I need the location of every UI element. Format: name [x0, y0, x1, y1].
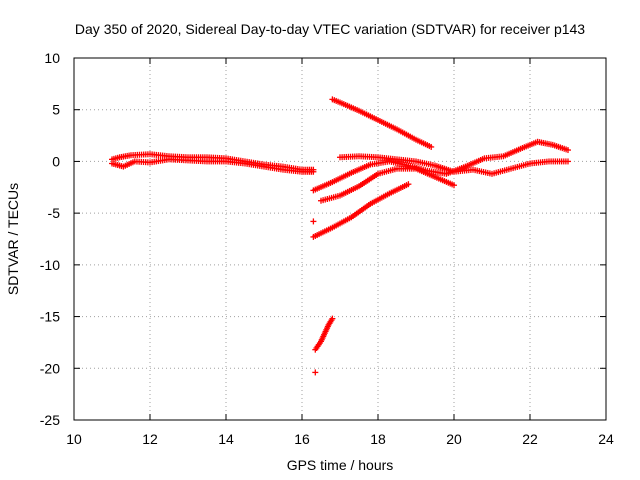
y-tick-label: -20 — [40, 360, 60, 376]
data-point — [310, 168, 317, 175]
data-point — [428, 143, 435, 150]
chart-title: Day 350 of 2020, Sidereal Day-to-day VTE… — [75, 21, 585, 37]
x-tick-label: 14 — [218, 431, 234, 447]
data-point — [565, 147, 571, 154]
x-axis-ticks: 10 12 14 16 18 20 22 24 — [66, 58, 614, 447]
data-point — [405, 181, 412, 188]
plot-frame — [73, 57, 607, 421]
data-point — [565, 158, 571, 165]
y-tick-label: -15 — [40, 309, 60, 325]
y-tick-label: -25 — [40, 412, 60, 428]
y-axis-label: SDTVAR / TECUs — [5, 183, 21, 295]
data-point — [312, 369, 319, 376]
x-tick-label: 16 — [294, 431, 310, 447]
x-tick-label: 10 — [66, 431, 82, 447]
y-tick-label: 0 — [52, 153, 60, 169]
y-tick-label: -5 — [48, 205, 61, 221]
y-axis-ticks: 10 5 0 -5 -10 -15 -20 -25 — [40, 50, 606, 428]
y-tick-label: -10 — [40, 257, 60, 273]
data-points — [109, 96, 571, 376]
y-tick-label: 5 — [52, 102, 60, 118]
data-point — [451, 182, 457, 189]
x-tick-label: 22 — [522, 431, 538, 447]
grid — [74, 58, 606, 420]
data-point — [329, 315, 336, 322]
x-tick-label: 12 — [142, 431, 158, 447]
y-tick-label: 10 — [44, 50, 60, 66]
x-tick-label: 20 — [446, 431, 462, 447]
x-tick-label: 24 — [598, 431, 614, 447]
x-axis-label: GPS time / hours — [287, 457, 394, 473]
x-tick-label: 18 — [370, 431, 386, 447]
data-point — [310, 218, 317, 225]
